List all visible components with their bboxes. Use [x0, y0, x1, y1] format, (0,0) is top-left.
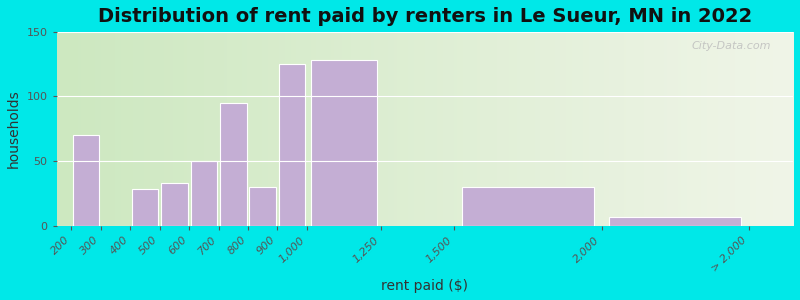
Bar	[462, 187, 594, 226]
Bar	[609, 217, 742, 226]
Bar	[250, 187, 276, 226]
Bar	[73, 135, 99, 226]
Bar	[279, 64, 306, 226]
Text: City-Data.com: City-Data.com	[691, 41, 771, 51]
Bar	[190, 161, 217, 226]
Y-axis label: households: households	[7, 89, 21, 168]
Title: Distribution of rent paid by renters in Le Sueur, MN in 2022: Distribution of rent paid by renters in …	[98, 7, 752, 26]
Bar	[132, 190, 158, 226]
Bar	[310, 60, 377, 226]
Bar	[161, 183, 188, 226]
Bar	[220, 103, 246, 226]
X-axis label: rent paid ($): rent paid ($)	[382, 279, 468, 293]
